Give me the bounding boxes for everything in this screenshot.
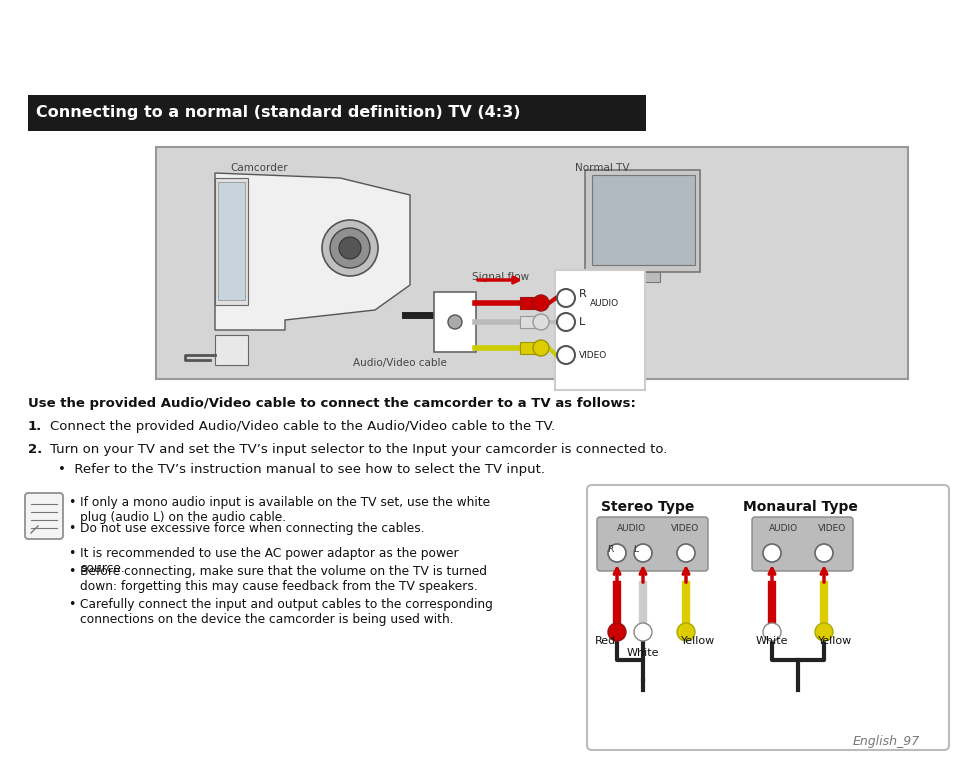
Text: AUDIO: AUDIO bbox=[767, 524, 797, 533]
Circle shape bbox=[634, 623, 651, 641]
Text: Connect the provided Audio/Video cable to the Audio/Video cable to the TV.: Connect the provided Audio/Video cable t… bbox=[50, 420, 555, 433]
Polygon shape bbox=[624, 272, 659, 282]
Circle shape bbox=[677, 544, 695, 562]
Text: Do not use excessive force when connecting the cables.: Do not use excessive force when connecti… bbox=[80, 522, 424, 535]
Text: L: L bbox=[633, 545, 638, 554]
Text: Monaural Type: Monaural Type bbox=[741, 500, 857, 514]
FancyBboxPatch shape bbox=[156, 147, 907, 379]
Circle shape bbox=[607, 623, 625, 641]
FancyBboxPatch shape bbox=[25, 493, 63, 539]
Text: •: • bbox=[68, 565, 75, 578]
Text: R: R bbox=[606, 545, 613, 554]
Text: White: White bbox=[755, 636, 787, 646]
Circle shape bbox=[762, 544, 781, 562]
Circle shape bbox=[634, 544, 651, 562]
FancyBboxPatch shape bbox=[597, 517, 707, 571]
Circle shape bbox=[533, 314, 548, 330]
Polygon shape bbox=[214, 178, 248, 305]
Text: It is recommended to use the AC power adaptor as the power
source.: It is recommended to use the AC power ad… bbox=[80, 547, 458, 575]
FancyBboxPatch shape bbox=[519, 297, 537, 309]
Circle shape bbox=[338, 237, 360, 259]
Text: VIDEO: VIDEO bbox=[670, 524, 699, 533]
Text: Red: Red bbox=[595, 636, 616, 646]
Circle shape bbox=[533, 295, 548, 311]
Text: Audio/Video cable: Audio/Video cable bbox=[353, 358, 446, 368]
Circle shape bbox=[533, 340, 548, 356]
Text: •: • bbox=[68, 598, 75, 611]
Circle shape bbox=[557, 346, 575, 364]
Text: Turn on your TV and set the TV’s input selector to the Input your camcorder is c: Turn on your TV and set the TV’s input s… bbox=[50, 443, 667, 456]
Circle shape bbox=[557, 313, 575, 331]
FancyBboxPatch shape bbox=[519, 342, 537, 354]
FancyBboxPatch shape bbox=[28, 95, 645, 131]
Text: Camcorder: Camcorder bbox=[230, 163, 287, 173]
Text: Yellow: Yellow bbox=[817, 636, 851, 646]
Text: AUDIO: AUDIO bbox=[589, 299, 618, 307]
Text: Carefully connect the input and output cables to the corresponding
connections o: Carefully connect the input and output c… bbox=[80, 598, 493, 626]
Circle shape bbox=[762, 623, 781, 641]
Circle shape bbox=[330, 228, 370, 268]
Circle shape bbox=[814, 623, 832, 641]
Polygon shape bbox=[218, 182, 245, 300]
Text: R: R bbox=[578, 289, 586, 299]
Text: AUDIO: AUDIO bbox=[616, 524, 645, 533]
FancyBboxPatch shape bbox=[519, 316, 537, 328]
Circle shape bbox=[814, 544, 832, 562]
FancyBboxPatch shape bbox=[555, 270, 644, 390]
Text: Use the provided Audio/Video cable to connect the camcorder to a TV as follows:: Use the provided Audio/Video cable to co… bbox=[28, 397, 636, 410]
Text: •  Refer to the TV’s instruction manual to see how to select the TV input.: • Refer to the TV’s instruction manual t… bbox=[58, 463, 544, 476]
Circle shape bbox=[607, 544, 625, 562]
Text: English_97: English_97 bbox=[852, 735, 919, 748]
Text: White: White bbox=[626, 648, 659, 658]
FancyBboxPatch shape bbox=[434, 292, 476, 352]
FancyBboxPatch shape bbox=[586, 485, 948, 750]
Text: Connecting to a normal (standard definition) TV (4:3): Connecting to a normal (standard definit… bbox=[36, 106, 520, 120]
Text: If only a mono audio input is available on the TV set, use the white
plug (audio: If only a mono audio input is available … bbox=[80, 496, 490, 524]
Text: VIDEO: VIDEO bbox=[578, 351, 607, 359]
Text: Stereo Type: Stereo Type bbox=[600, 500, 694, 514]
Circle shape bbox=[557, 289, 575, 307]
Polygon shape bbox=[214, 173, 410, 330]
Text: Before connecting, make sure that the volume on the TV is turned
down: forgettin: Before connecting, make sure that the vo… bbox=[80, 565, 486, 593]
Polygon shape bbox=[214, 335, 248, 365]
Polygon shape bbox=[584, 170, 700, 272]
Circle shape bbox=[322, 220, 377, 276]
Text: 1.: 1. bbox=[28, 420, 42, 433]
Text: 2.: 2. bbox=[28, 443, 42, 456]
Polygon shape bbox=[592, 175, 695, 265]
Text: •: • bbox=[68, 496, 75, 509]
Circle shape bbox=[448, 315, 461, 329]
Text: •: • bbox=[68, 547, 75, 560]
Text: •: • bbox=[68, 522, 75, 535]
Circle shape bbox=[677, 623, 695, 641]
Text: L: L bbox=[578, 317, 584, 327]
Text: Yellow: Yellow bbox=[680, 636, 715, 646]
Text: Normal TV: Normal TV bbox=[575, 163, 629, 173]
Text: Signal flow: Signal flow bbox=[472, 272, 529, 282]
FancyBboxPatch shape bbox=[751, 517, 852, 571]
Text: VIDEO: VIDEO bbox=[817, 524, 845, 533]
